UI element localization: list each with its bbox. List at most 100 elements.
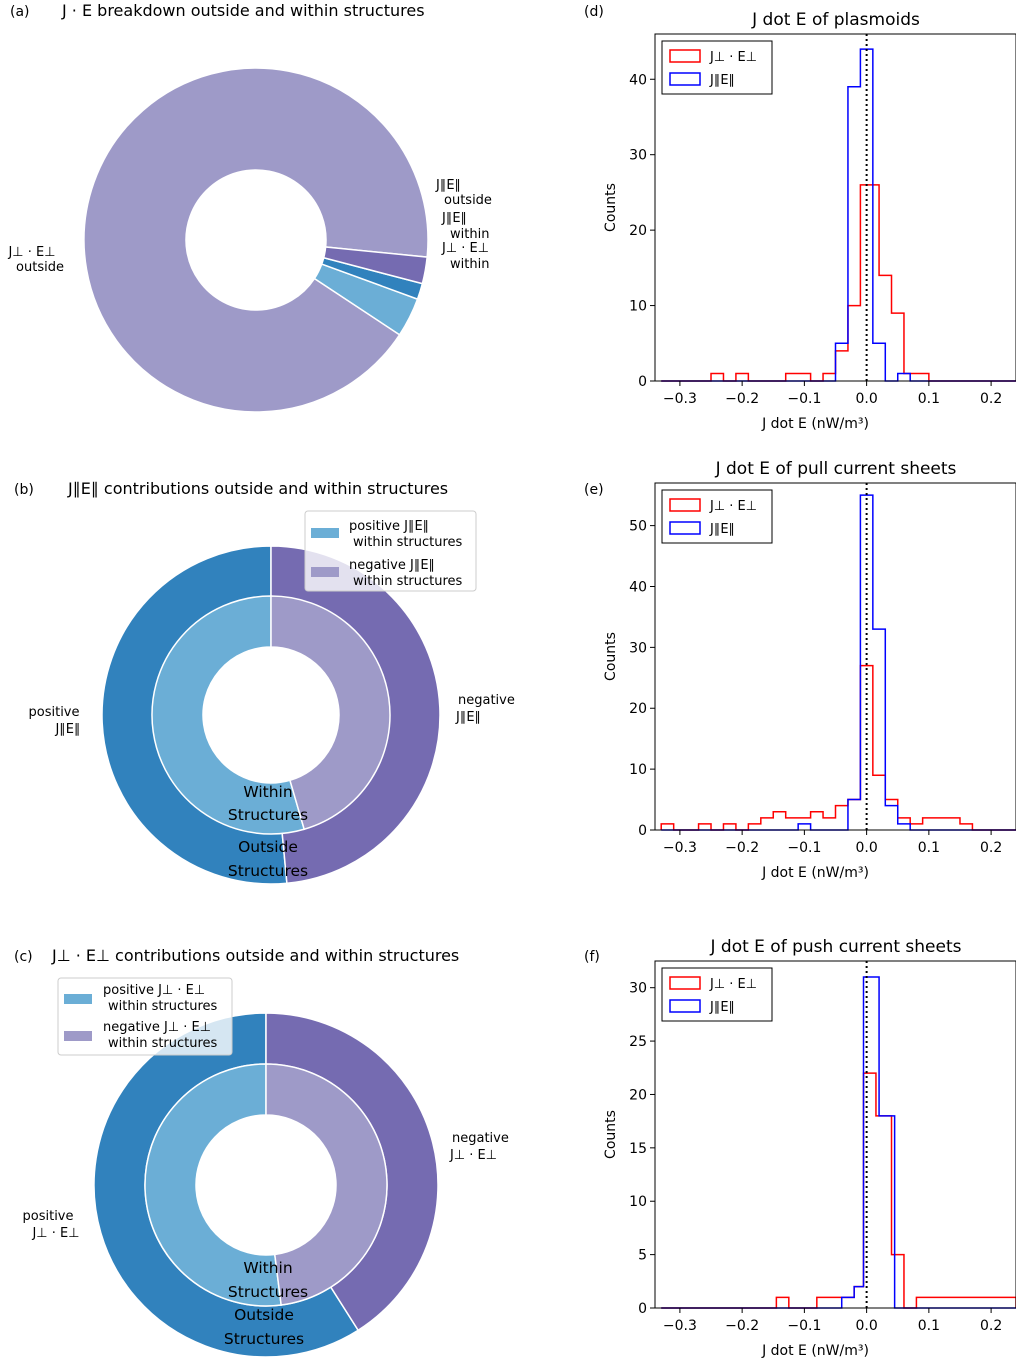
panel-f-letter: (f): [584, 949, 600, 965]
panel-f: (f) J dot E of push current sheets −0.3 −…: [584, 937, 1016, 1359]
slice-perp-outside: [83, 67, 429, 413]
hist-legend-label: J⊥ · E⊥: [709, 50, 757, 65]
inner-negative: [265, 1063, 388, 1306]
legend-negative-line2: within structures: [353, 574, 463, 589]
panel-b-title: J∥E∥ contributions outside and within st…: [67, 479, 448, 498]
panel-b: (b) J∥E∥ contributions outside and withi…: [14, 479, 515, 885]
label-positive-perp-line2: J⊥ · E⊥: [31, 1226, 79, 1241]
label-par-within-line2: within: [450, 227, 489, 242]
y-tick-label: 30: [629, 640, 647, 656]
legend-swatch-negative: [64, 1031, 92, 1041]
panel-a: (a) J · E breakdown outside and within s…: [7, 1, 492, 413]
y-tick-label: 30: [629, 981, 647, 997]
hist-legend-swatch: [669, 976, 701, 990]
label-negative-perp-line2: J⊥ · E⊥: [449, 1148, 497, 1163]
hist-legend-label: J∥E∥: [709, 522, 735, 537]
inner-positive: [151, 595, 306, 835]
x-tick-label: 0.0: [855, 840, 877, 856]
panel-d-title: J dot E of plasmoids: [751, 10, 920, 30]
within-structures-line2: Structures: [228, 1283, 308, 1301]
x-tick-label: −0.3: [663, 391, 697, 407]
panel-e-title: J dot E of pull current sheets: [715, 459, 957, 479]
panel-c-legend: positive J⊥ · E⊥ within structures negat…: [57, 977, 233, 1056]
x-tick-label: 0.2: [980, 840, 1002, 856]
hist-legend-label: J∥E∥: [709, 73, 735, 88]
y-tick-label: 10: [629, 1194, 647, 1210]
x-tick-label: 0.1: [918, 391, 940, 407]
y-tick-label: 10: [629, 762, 647, 778]
axes-frame: [654, 960, 1016, 1309]
y-tick-label: 40: [629, 579, 647, 595]
panel-b-legend: positive J∥E∥ within structures negative…: [304, 510, 477, 592]
legend-positive-line2: within structures: [353, 535, 463, 550]
y-tick-label: 10: [629, 299, 647, 315]
panel-e: (e) J dot E of pull current sheets −0.3 −…: [584, 459, 1016, 881]
x-tick-label: −0.3: [663, 840, 697, 856]
legend-swatch-positive: [311, 528, 339, 538]
y-tick-label: 5: [638, 1248, 647, 1264]
y-tick-label: 50: [629, 519, 647, 535]
hist-series-par: [661, 976, 1016, 1309]
inner-negative: [270, 595, 391, 831]
panel-a-title: J · E breakdown outside and within struc…: [61, 1, 425, 20]
label-positive-par-line2: J∥E∥: [54, 722, 80, 737]
y-axis-label: Counts: [603, 183, 619, 232]
legend-box: [304, 510, 477, 592]
x-tick-label: −0.2: [725, 1318, 759, 1334]
legend-negative-line2: within structures: [108, 1036, 218, 1051]
hist-legend-swatch: [669, 72, 701, 86]
label-negative-par-line1: negative: [458, 693, 515, 708]
axes-frame: [654, 33, 1016, 382]
hist-series-perp: [660, 664, 1016, 831]
hist-series-perp: [661, 184, 1016, 382]
legend-positive-line1: positive J∥E∥: [349, 519, 429, 534]
panel-a-letter: (a): [10, 4, 30, 20]
x-axis-label: J dot E (nW/m³): [761, 416, 869, 432]
hist-legend-swatch: [669, 49, 701, 63]
x-tick-label: −0.2: [725, 840, 759, 856]
panel-b-donut: [101, 545, 441, 885]
y-tick-label: 40: [629, 72, 647, 88]
legend-swatch-positive: [64, 994, 92, 1004]
panel-c-donut: [93, 1012, 439, 1358]
label-negative-par-line2: J∥E∥: [455, 710, 481, 725]
label-perp-outside-line1: J⊥ · E⊥: [7, 245, 55, 260]
legend-swatch-negative: [311, 567, 339, 577]
panel-c-letter: (c): [14, 949, 33, 965]
y-axis-label: Counts: [603, 632, 619, 681]
y-axis-label: Counts: [603, 1110, 619, 1159]
within-structures-line1: Within: [243, 783, 292, 801]
hist-legend-label: J⊥ · E⊥: [709, 977, 757, 992]
label-perp-within-line2: within: [450, 257, 489, 272]
outside-structures-line2: Structures: [228, 862, 308, 880]
x-tick-label: 0.1: [918, 840, 940, 856]
hist-legend-label: J∥E∥: [709, 1000, 735, 1015]
x-axis-label: J dot E (nW/m³): [761, 1343, 869, 1359]
outside-structures-line2: Structures: [224, 1330, 304, 1348]
axes-frame: [654, 482, 1016, 831]
hist-series-par: [661, 494, 1016, 831]
y-tick-label: 25: [629, 1034, 647, 1050]
hist-legend-swatch: [669, 521, 701, 535]
x-tick-label: 0.0: [855, 1318, 877, 1334]
hist-legend-swatch: [669, 498, 701, 512]
label-negative-perp-line1: negative: [452, 1131, 509, 1146]
panel-a-slice-labels: J⊥ · E⊥ outside J∥E∥ outside J∥E∥ within…: [7, 178, 491, 275]
x-tick-label: −0.2: [725, 391, 759, 407]
label-positive-perp-line1: positive: [23, 1209, 74, 1224]
label-perp-outside-line2: outside: [16, 260, 64, 275]
hist-legend-label: J⊥ · E⊥: [709, 499, 757, 514]
panel-d: (d) J dot E of plasmoids −0.3 −0.2 −0.1 0.0…: [584, 4, 1016, 432]
slice-perp-within: [322, 246, 428, 285]
hist-series-par: [661, 48, 1016, 382]
y-tick-label: 20: [629, 1087, 647, 1103]
hist-series-perp: [661, 1072, 1016, 1309]
within-structures-line2: Structures: [228, 806, 308, 824]
within-structures-line1: Within: [243, 1259, 292, 1277]
panel-a-donut: [83, 67, 429, 413]
legend-positive-line2: within structures: [108, 999, 218, 1014]
outside-structures-line1: Outside: [238, 838, 298, 856]
x-tick-label: −0.1: [787, 840, 821, 856]
x-tick-label: 0.2: [980, 1318, 1002, 1334]
y-tick-label: 20: [629, 701, 647, 717]
